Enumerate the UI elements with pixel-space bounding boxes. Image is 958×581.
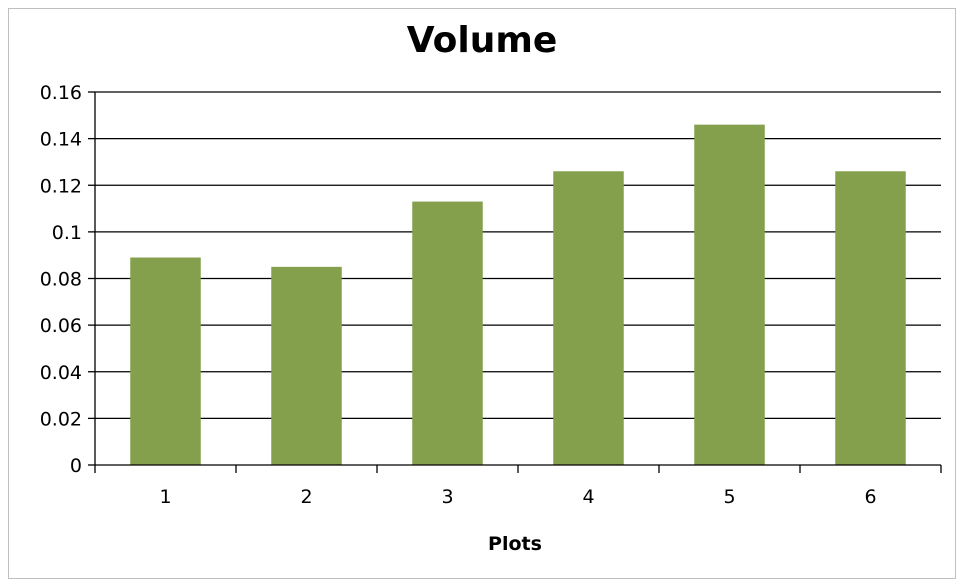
y-tick-label: 0.14 xyxy=(40,129,82,151)
x-tick-label: 3 xyxy=(441,486,453,508)
y-axis-ticks: 0 0.02 0.04 0.06 0.08 0.1 0.12 0.14 0.16 xyxy=(40,82,95,477)
x-axis-ticks: 1 2 3 4 5 6 xyxy=(94,465,942,508)
gridlines xyxy=(95,91,941,420)
y-tick-label: 0.08 xyxy=(40,269,82,291)
x-axis-title: Plots xyxy=(488,533,542,555)
bar xyxy=(271,266,342,465)
y-tick-label: 0 xyxy=(70,455,82,477)
y-tick-label: 0.02 xyxy=(40,408,82,430)
bar xyxy=(553,171,624,465)
y-tick-label: 0.16 xyxy=(40,82,82,104)
y-tick-label: 0.12 xyxy=(40,175,82,197)
bar xyxy=(130,257,201,465)
bar xyxy=(694,124,765,465)
x-tick-label: 5 xyxy=(723,486,735,508)
x-tick-label: 1 xyxy=(159,486,171,508)
x-tick-label: 2 xyxy=(300,486,312,508)
y-tick-label: 0.04 xyxy=(40,362,82,384)
bar xyxy=(412,201,483,465)
y-tick-label: 0.1 xyxy=(52,222,82,244)
y-tick-label: 0.06 xyxy=(40,315,82,337)
x-tick-label: 6 xyxy=(864,486,876,508)
bar xyxy=(835,171,906,465)
chart-title: Volume xyxy=(407,20,558,61)
x-tick-label: 4 xyxy=(582,486,594,508)
bars xyxy=(130,124,906,465)
